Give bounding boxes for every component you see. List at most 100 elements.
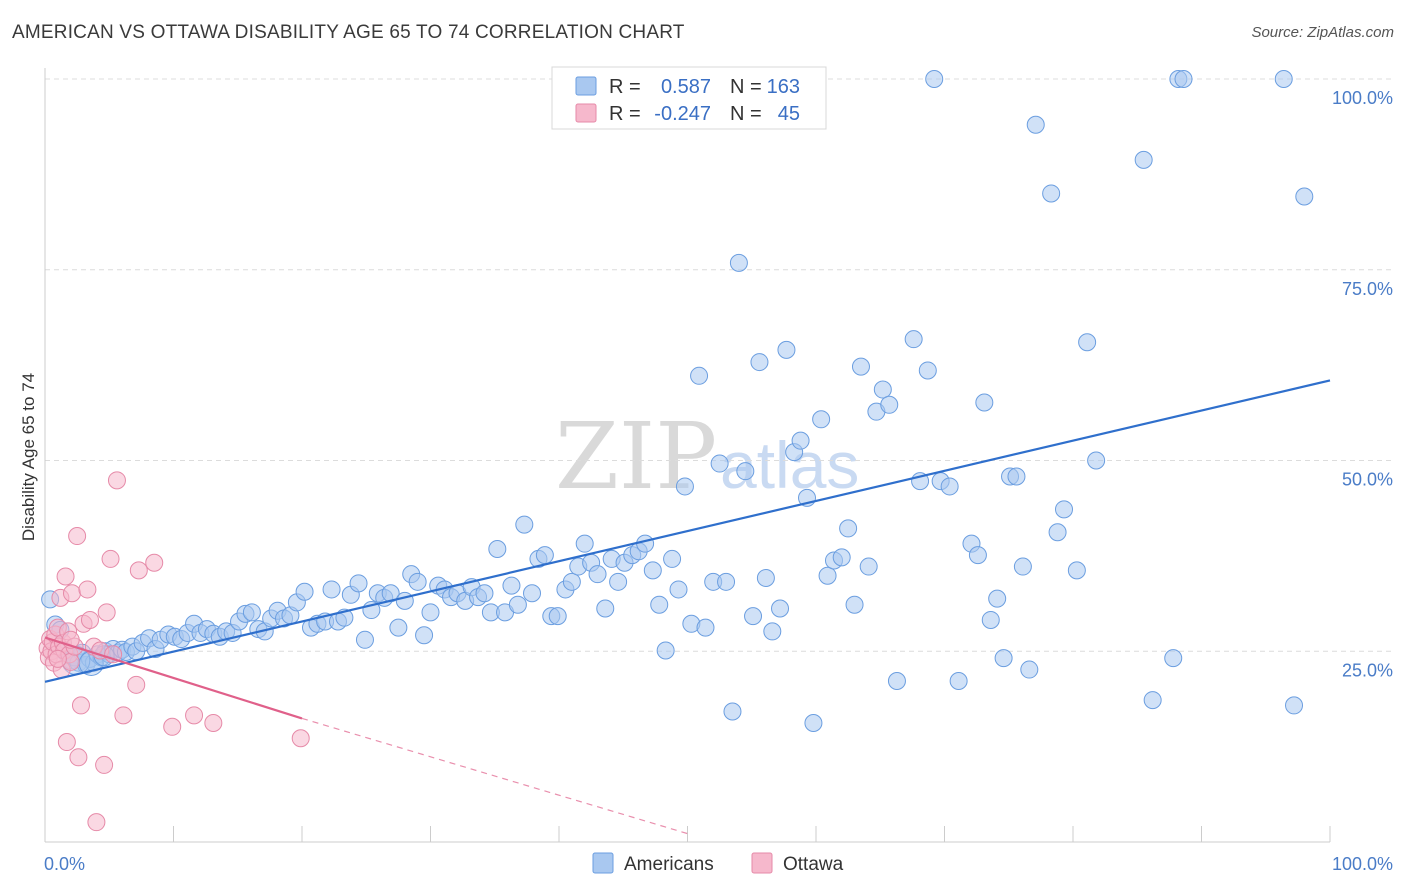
- americans-point: [949, 672, 968, 691]
- chart-title: AMERICAN VS OTTAWA DISABILITY AGE 65 TO …: [12, 22, 685, 43]
- americans-point: [669, 580, 688, 599]
- y-tick-label: 50.0%: [1342, 470, 1393, 490]
- americans-point: [818, 566, 837, 585]
- legend-box: [551, 66, 827, 130]
- americans-point: [389, 618, 408, 637]
- axes: [44, 68, 1331, 843]
- americans-trend-line: [44, 379, 1331, 683]
- ottawa-point: [114, 706, 133, 725]
- americans-point: [349, 574, 368, 593]
- ottawa-point: [97, 603, 116, 622]
- x-tick-label-min: 0.0%: [44, 854, 85, 874]
- americans-point: [756, 569, 775, 588]
- legend-label-ottawa: Ottawa: [783, 854, 844, 875]
- americans-point: [851, 357, 870, 376]
- series-legend: Americans Ottawa: [592, 852, 844, 875]
- americans-point: [242, 603, 261, 622]
- americans-point: [643, 561, 662, 580]
- americans-point: [1285, 696, 1304, 715]
- americans-point: [675, 477, 694, 496]
- americans-point: [968, 546, 987, 565]
- americans-point: [1164, 649, 1183, 668]
- americans-point: [508, 595, 527, 614]
- americans-point: [656, 641, 675, 660]
- americans-point: [1087, 451, 1106, 470]
- americans-point: [1174, 70, 1193, 88]
- legend-n-value-ottawa: 45: [778, 103, 800, 125]
- americans-point: [1042, 184, 1061, 203]
- legend-r-value-americans: 0.587: [661, 76, 711, 98]
- tick-labels: 25.0% 50.0% 75.0% 100.0% 0.0% 100.0%: [44, 88, 1393, 874]
- ottawa-point: [101, 549, 120, 568]
- correlation-legend: R = 0.587 N = 163 R = -0.247 N = 45: [551, 66, 827, 130]
- grid-lines: [45, 78, 1392, 652]
- americans-point: [1067, 561, 1086, 580]
- americans-point: [736, 462, 755, 481]
- americans-points: [41, 70, 1314, 732]
- americans-point: [696, 618, 715, 637]
- americans-point: [295, 582, 314, 601]
- americans-point: [523, 584, 542, 603]
- americans-point: [1134, 150, 1153, 169]
- americans-point: [650, 595, 669, 614]
- x-tick-label-max: 100.0%: [1332, 854, 1393, 874]
- ottawa-point: [69, 748, 88, 767]
- source-credit: Source: ZipAtlas.com: [1251, 24, 1394, 41]
- americans-point: [609, 572, 628, 591]
- ottawa-point: [291, 729, 310, 748]
- americans-point: [1055, 500, 1074, 519]
- americans-point: [832, 548, 851, 567]
- americans-point: [777, 340, 796, 359]
- ottawa-point: [48, 649, 67, 668]
- y-tick-label: 100.0%: [1332, 88, 1393, 108]
- americans-point: [415, 626, 434, 645]
- americans-point: [663, 549, 682, 568]
- ottawa-point: [80, 610, 99, 629]
- y-tick-label: 75.0%: [1342, 279, 1393, 299]
- americans-point: [859, 557, 878, 576]
- americans-point: [940, 477, 959, 496]
- americans-point: [1007, 467, 1026, 486]
- ottawa-point: [145, 553, 164, 572]
- americans-point: [918, 361, 937, 380]
- americans-point: [804, 713, 823, 732]
- americans-point: [750, 353, 769, 372]
- americans-point: [744, 607, 763, 626]
- legend-swatch-americans: [592, 852, 614, 874]
- americans-point: [1295, 187, 1314, 206]
- watermark-zip: ZIP: [555, 403, 717, 510]
- americans-point: [1013, 557, 1032, 576]
- americans-point: [588, 565, 607, 584]
- y-axis-title: Disability Age 65 to 74: [19, 373, 38, 541]
- ottawa-trend-line: [44, 636, 303, 720]
- ottawa-point: [95, 755, 114, 774]
- americans-point: [562, 572, 581, 591]
- americans-point: [975, 393, 994, 412]
- americans-point: [1026, 115, 1045, 134]
- americans-point: [1274, 70, 1293, 88]
- americans-point: [1048, 523, 1067, 542]
- americans-point: [994, 649, 1013, 668]
- americans-point: [548, 607, 567, 626]
- legend-r-value-ottawa: -0.247: [654, 103, 711, 125]
- ottawa-point: [71, 696, 90, 715]
- legend-label-americans: Americans: [624, 854, 714, 875]
- americans-point: [408, 572, 427, 591]
- ottawa-trend-extension: [301, 717, 688, 835]
- americans-point: [596, 599, 615, 618]
- americans-point: [1020, 660, 1039, 679]
- americans-point: [322, 580, 341, 599]
- americans-point: [729, 253, 748, 272]
- americans-point: [710, 454, 729, 473]
- americans-point: [636, 534, 655, 553]
- americans-point: [791, 431, 810, 450]
- americans-point: [887, 672, 906, 691]
- ottawa-point: [56, 567, 75, 586]
- ottawa-point: [87, 813, 106, 832]
- americans-point: [575, 534, 594, 553]
- trend-lines: [44, 379, 1331, 835]
- legend-n-label: N =: [730, 76, 762, 98]
- americans-point: [355, 630, 374, 649]
- ottawa-points: [38, 471, 310, 832]
